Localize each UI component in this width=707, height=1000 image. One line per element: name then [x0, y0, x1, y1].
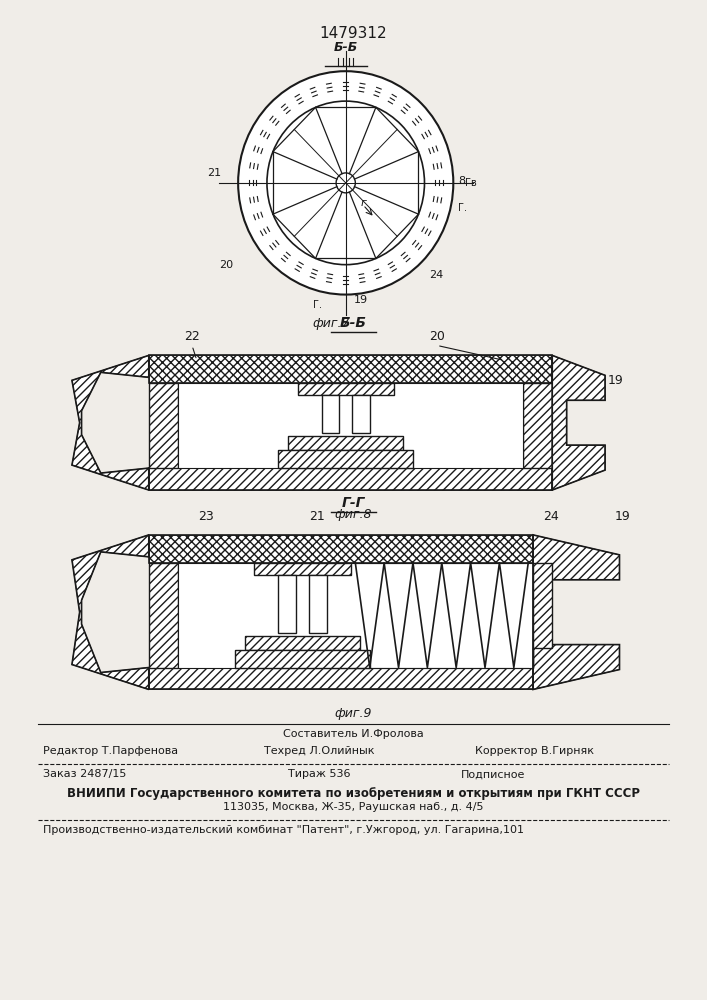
Bar — [148, 535, 533, 563]
Text: Составитель И.Фролова: Составитель И.Фролова — [283, 729, 423, 739]
Text: Г-Г: Г-Г — [341, 496, 365, 510]
Bar — [245, 636, 360, 650]
Bar — [523, 383, 552, 468]
Bar — [255, 563, 351, 575]
Bar — [279, 575, 296, 633]
Text: фиг.8: фиг.8 — [334, 508, 372, 521]
Text: Тираж 536: Тираж 536 — [288, 769, 351, 779]
Text: 20: 20 — [219, 260, 233, 270]
Polygon shape — [72, 535, 148, 689]
Bar — [148, 383, 177, 468]
Text: Б-Б: Б-Б — [340, 316, 367, 330]
Bar — [309, 575, 327, 633]
Bar — [148, 468, 552, 490]
Circle shape — [238, 71, 453, 295]
Text: Гв: Гв — [464, 178, 477, 188]
Text: 21: 21 — [309, 510, 325, 523]
Bar — [148, 668, 533, 689]
Text: 20: 20 — [429, 330, 445, 343]
Text: Корректор В.Гирняк: Корректор В.Гирняк — [475, 746, 595, 756]
Bar — [353, 395, 370, 433]
Polygon shape — [72, 355, 148, 490]
Text: Техред Л.Олийнык: Техред Л.Олийнык — [264, 746, 375, 756]
Text: г: г — [360, 198, 366, 208]
Bar — [148, 383, 177, 468]
Text: фиг.7: фиг.7 — [312, 317, 350, 330]
Bar — [148, 563, 177, 668]
Bar — [322, 395, 339, 433]
Text: 24: 24 — [429, 270, 443, 280]
Polygon shape — [533, 535, 619, 689]
Text: Заказ 2487/15: Заказ 2487/15 — [43, 769, 127, 779]
Bar — [255, 563, 351, 575]
Polygon shape — [552, 355, 605, 490]
Polygon shape — [533, 563, 552, 668]
Bar — [235, 650, 370, 668]
Text: 19: 19 — [614, 510, 631, 523]
Bar — [148, 468, 552, 490]
Text: Подписное: Подписное — [461, 769, 525, 779]
Circle shape — [267, 101, 424, 265]
Bar — [148, 668, 533, 689]
Text: Редактор Т.Парфенова: Редактор Т.Парфенова — [43, 746, 178, 756]
Text: 19: 19 — [608, 374, 624, 387]
Bar — [523, 383, 552, 468]
Bar — [148, 355, 552, 383]
Text: 19: 19 — [354, 295, 368, 305]
Bar — [177, 563, 533, 668]
Bar — [288, 436, 404, 450]
Text: ВНИИПИ Государственного комитета по изобретениям и открытиям при ГКНТ СССР: ВНИИПИ Государственного комитета по изоб… — [67, 787, 640, 800]
Circle shape — [336, 173, 356, 193]
Text: 21: 21 — [206, 168, 221, 178]
Bar — [177, 383, 523, 468]
Text: 23: 23 — [199, 510, 214, 523]
Text: 22: 22 — [184, 330, 200, 343]
Bar — [288, 436, 404, 450]
Bar — [279, 450, 413, 468]
Bar — [235, 650, 370, 668]
Text: 8: 8 — [458, 176, 465, 186]
Text: 1479312: 1479312 — [320, 26, 387, 41]
Text: Г.: Г. — [312, 300, 322, 310]
Bar — [148, 563, 177, 668]
Bar — [148, 355, 552, 383]
Text: Г.: Г. — [458, 203, 467, 213]
Text: Б-Б: Б-Б — [334, 41, 358, 54]
Bar — [298, 383, 394, 395]
Text: фиг.9: фиг.9 — [334, 707, 372, 720]
Text: 113035, Москва, Ж-35, Раушская наб., д. 4/5: 113035, Москва, Ж-35, Раушская наб., д. … — [223, 802, 484, 812]
Bar — [148, 535, 533, 563]
Text: 24: 24 — [543, 510, 559, 523]
Bar — [245, 636, 360, 650]
Bar — [279, 450, 413, 468]
Text: Производственно-издательский комбинат "Патент", г.Ужгород, ул. Гагарина,101: Производственно-издательский комбинат "П… — [43, 825, 524, 835]
Bar — [298, 383, 394, 395]
